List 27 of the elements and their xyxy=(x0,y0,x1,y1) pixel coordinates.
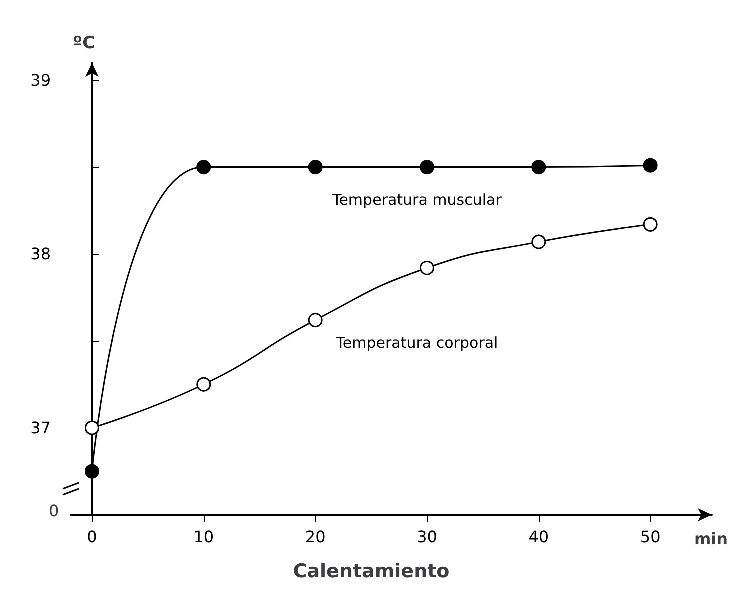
point xyxy=(532,160,546,175)
point xyxy=(420,260,434,276)
point xyxy=(420,160,434,175)
point xyxy=(84,420,100,436)
point xyxy=(532,234,546,250)
y-tick-label: 38 xyxy=(30,244,51,264)
series-label: Temperatura corporal xyxy=(335,334,498,352)
x-axis-title: Calentamiento xyxy=(293,560,450,582)
point xyxy=(643,158,658,173)
x-tick-label: 40 xyxy=(528,528,550,546)
point xyxy=(643,217,658,232)
series-label: Temperatura muscular xyxy=(332,191,503,210)
y-axis-title: ºC xyxy=(73,34,96,54)
x-tick-label: 0 xyxy=(87,528,98,546)
point xyxy=(308,160,323,175)
x-tick-label: 10 xyxy=(194,528,214,546)
y-tick-label: 37 xyxy=(30,418,51,438)
point xyxy=(196,160,212,175)
point xyxy=(196,377,212,392)
x-tick-label: 30 xyxy=(417,528,438,546)
x-tick-label: 50 xyxy=(640,528,661,546)
text: 0 xyxy=(49,502,60,520)
x-tick-label: 20 xyxy=(305,528,326,546)
point xyxy=(308,313,323,328)
point xyxy=(84,464,100,479)
y-tick-label: 39 xyxy=(30,70,51,90)
text: min xyxy=(694,530,728,548)
